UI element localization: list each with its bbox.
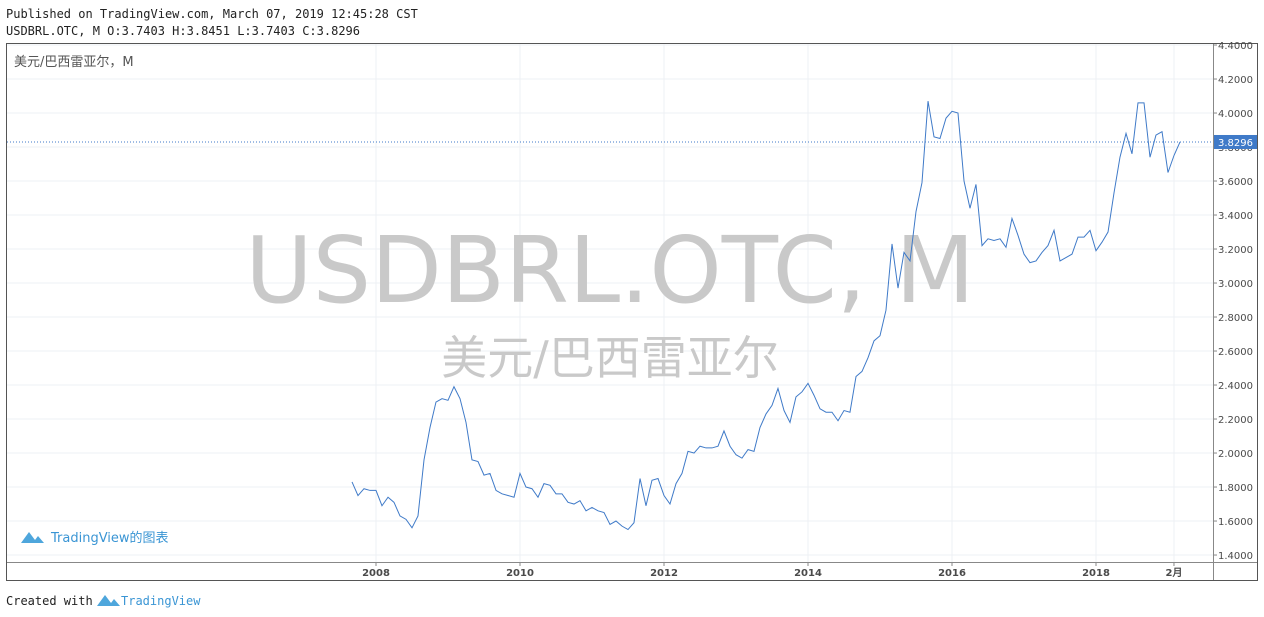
y-tick-label: 2.4000 bbox=[1218, 381, 1253, 392]
watermark-name: 美元/巴西雷亚尔 bbox=[441, 331, 779, 385]
y-tick-label: 2.6000 bbox=[1218, 347, 1253, 358]
y-tick-label: 3.4000 bbox=[1218, 211, 1253, 222]
y-tick-label: 2.0000 bbox=[1218, 449, 1253, 460]
x-tick-label: 2018 bbox=[1082, 568, 1110, 579]
y-tick-label: 1.6000 bbox=[1218, 517, 1253, 528]
footer-brand[interactable]: TradingView bbox=[97, 594, 201, 608]
legend-label: 美元/巴西雷亚尔，M bbox=[14, 55, 134, 70]
y-tick-label: 3.2000 bbox=[1218, 245, 1253, 256]
y-tick-label: 4.4000 bbox=[1218, 41, 1253, 52]
last-price-label: 3.8296 bbox=[1218, 138, 1253, 149]
published-line: Published on TradingView.com, March 07, … bbox=[6, 7, 418, 21]
x-tick-label: 2月 bbox=[1165, 567, 1182, 579]
chart-frame bbox=[6, 43, 1258, 581]
y-tick-label: 1.8000 bbox=[1218, 483, 1253, 494]
x-tick-label: 2010 bbox=[506, 568, 534, 579]
y-tick-label: 2.8000 bbox=[1218, 313, 1253, 324]
x-tick-label: 2014 bbox=[794, 568, 822, 579]
ohlc-line: USDBRL.OTC, M O:3.7403 H:3.8451 L:3.7403… bbox=[6, 24, 360, 38]
x-tick-label: 2008 bbox=[362, 568, 390, 579]
grid bbox=[7, 44, 1213, 562]
x-tick-label: 2016 bbox=[938, 568, 966, 579]
footer-brand-text: TradingView bbox=[121, 594, 201, 608]
branding[interactable]: TradingView的图表 bbox=[21, 530, 169, 546]
watermark-symbol: USDBRL.OTC, M bbox=[245, 217, 974, 324]
created-with: Created with bbox=[6, 594, 93, 608]
last-price-box bbox=[1214, 134, 1257, 149]
branding-text: TradingView的图表 bbox=[50, 530, 169, 546]
y-tick-label: 3.0000 bbox=[1218, 279, 1253, 290]
x-tick-label: 2012 bbox=[650, 568, 678, 579]
y-tick-label: 4.2000 bbox=[1218, 75, 1253, 86]
y-tick-label: 3.6000 bbox=[1218, 177, 1253, 188]
branding-icon bbox=[21, 532, 44, 543]
y-tick-label: 1.4000 bbox=[1218, 551, 1253, 562]
y-tick-label: 2.2000 bbox=[1218, 415, 1253, 426]
footer-icon bbox=[97, 595, 120, 606]
price-line bbox=[351, 101, 1181, 531]
y-tick-label: 4.0000 bbox=[1218, 109, 1253, 120]
